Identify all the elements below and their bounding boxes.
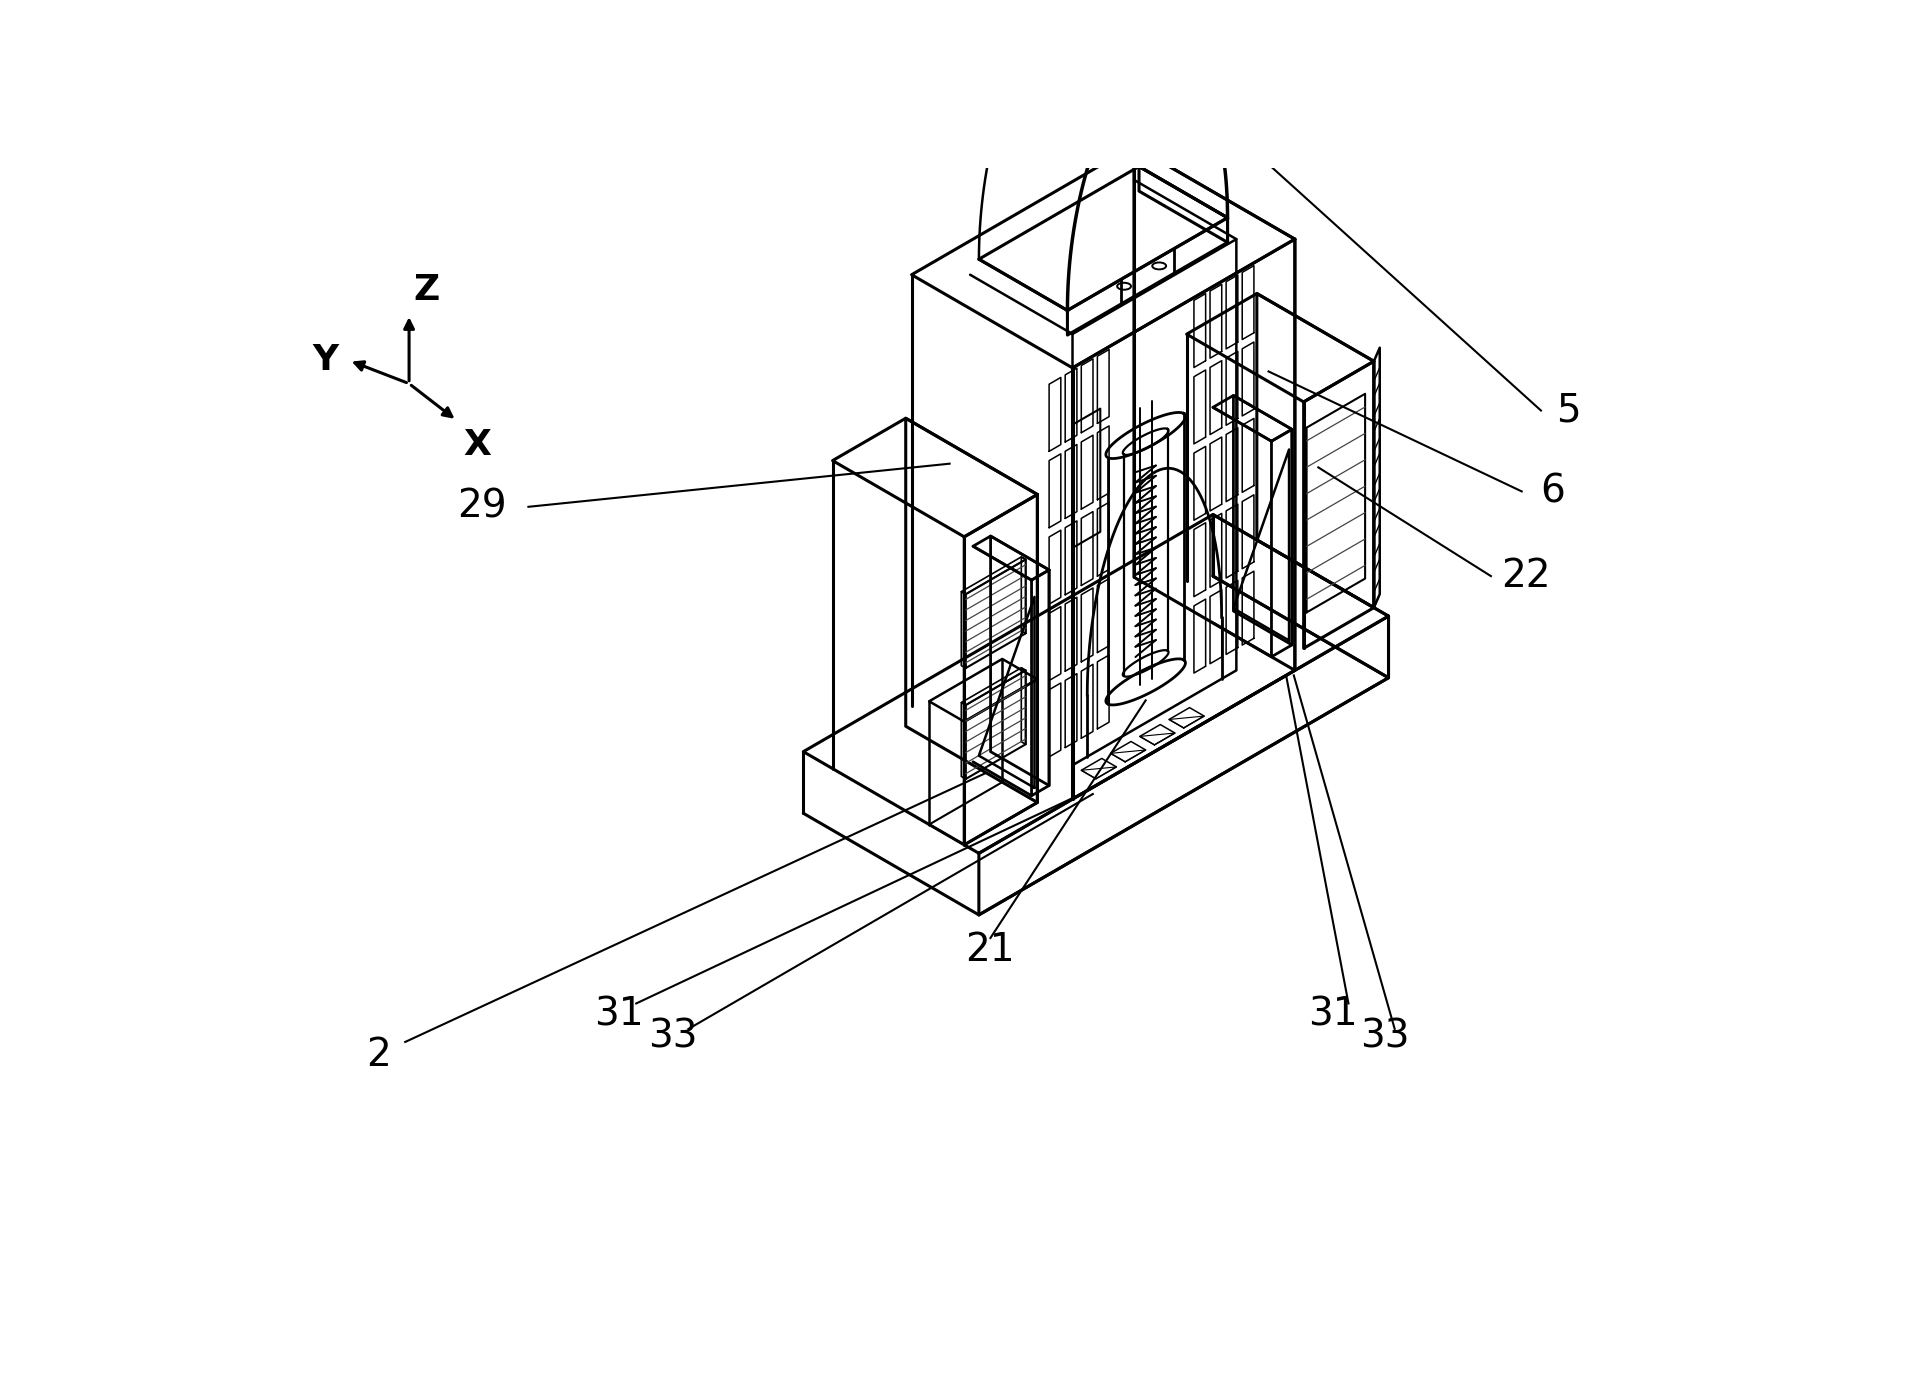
Text: 21: 21 [966, 931, 1016, 969]
Text: 2: 2 [367, 1036, 392, 1074]
Text: Z: Z [414, 273, 439, 307]
Text: 33: 33 [647, 1018, 697, 1056]
Text: X: X [462, 428, 491, 462]
Text: 33: 33 [1360, 1018, 1410, 1056]
Text: Y: Y [311, 343, 338, 378]
Text: 31: 31 [1308, 995, 1358, 1035]
Text: 29: 29 [456, 487, 506, 526]
Text: 31: 31 [594, 995, 644, 1035]
Text: 6: 6 [1539, 472, 1564, 511]
Text: 5: 5 [1555, 392, 1580, 430]
Text: 22: 22 [1501, 557, 1551, 595]
